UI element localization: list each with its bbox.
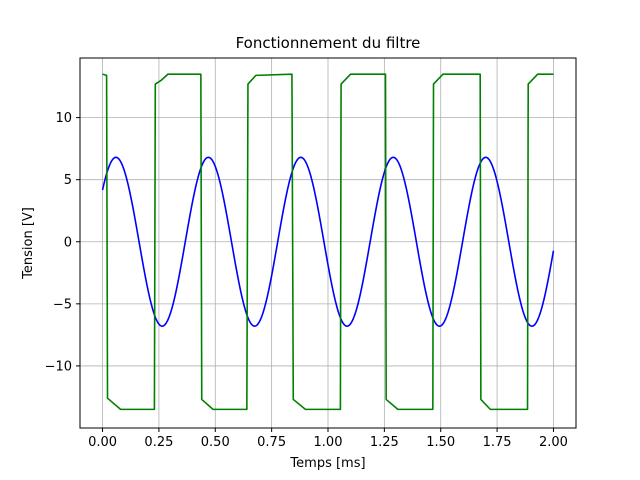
chart-title: Fonctionnement du filtre bbox=[236, 34, 421, 52]
x-tick-label: 1.25 bbox=[370, 435, 399, 450]
series-line-blue bbox=[101, 156, 555, 327]
y-tick-label: −10 bbox=[45, 359, 72, 374]
grid bbox=[80, 58, 576, 428]
x-tick-label: 0.00 bbox=[88, 435, 117, 450]
x-tick-label: 0.50 bbox=[201, 435, 230, 450]
x-axis-label: Temps [ms] bbox=[289, 456, 365, 471]
y-tick-label: 10 bbox=[55, 111, 72, 126]
series-line-green bbox=[102, 73, 554, 411]
x-tick-label: 1.00 bbox=[314, 435, 343, 450]
x-tick-label: 2.00 bbox=[539, 435, 568, 450]
x-tick-label: 1.75 bbox=[483, 435, 512, 450]
x-tick-label: 1.50 bbox=[426, 435, 455, 450]
ticks: 0.00 0.25 0.50 0.75 1.00 1.25 1.50 1.75 2.00 −10 −… bbox=[45, 111, 568, 450]
x-tick-label: 0.75 bbox=[257, 435, 286, 450]
y-tick-label: −5 bbox=[53, 297, 72, 312]
y-axis-label: Tension [V] bbox=[21, 207, 36, 280]
y-tick-label: 5 bbox=[64, 173, 72, 188]
series-layer bbox=[101, 73, 555, 411]
x-tick-label: 0.25 bbox=[144, 435, 173, 450]
y-tick-label: 0 bbox=[64, 235, 72, 250]
